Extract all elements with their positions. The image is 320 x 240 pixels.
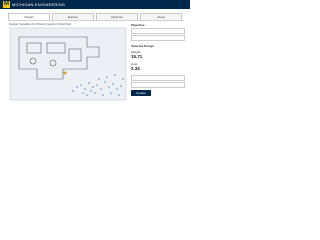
section-label: Objective (131, 23, 145, 27)
section-label: Selected Design (131, 44, 155, 48)
tab[interactable]: Design (8, 13, 50, 20)
tab[interactable]: Optimize (96, 13, 138, 20)
part-outline (18, 36, 100, 80)
input[interactable] (131, 75, 185, 81)
dropdown[interactable] (131, 35, 185, 41)
brand: MICHIGAN ENGINEERING (12, 2, 66, 7)
logo[interactable]: M (3, 1, 10, 8)
button[interactable]: Update (131, 90, 151, 96)
field-label: Cost (131, 62, 138, 66)
plot (9, 27, 127, 101)
tab[interactable]: About (140, 13, 182, 20)
subtitle: Design Variables for Plastic Injection M… (9, 22, 72, 26)
field-value: 15.71 (131, 54, 143, 59)
selected-point[interactable] (63, 71, 67, 75)
side-panel: Objective Selected Design Weight 15.71 C… (131, 23, 185, 101)
scatter-points (72, 74, 124, 96)
field-label: Weight (131, 50, 141, 54)
app: {"header": {"brand": "MICHIGAN ENGINEERI… (0, 0, 190, 106)
tab-bar: Design Explore Optimize About (8, 13, 184, 21)
header-bar: M MICHIGAN ENGINEERING (0, 0, 190, 9)
tab[interactable]: Explore (52, 13, 94, 20)
plot-area (9, 27, 127, 101)
input[interactable] (131, 82, 185, 88)
dropdown[interactable] (131, 28, 185, 34)
field-value: 2.34 (131, 66, 140, 71)
